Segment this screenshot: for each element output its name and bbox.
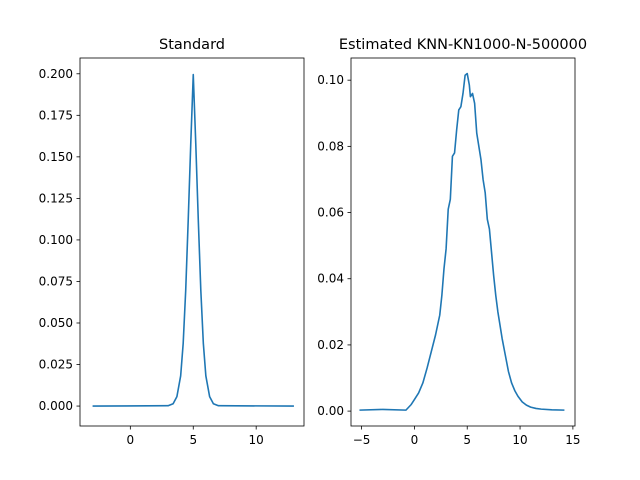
x-tick-label: 5 — [189, 433, 197, 447]
y-tick-label: 0.025 — [39, 358, 73, 372]
series-line — [92, 73, 294, 407]
y-axis: 0.00 0.02 0.04 0.06 0.08 0.10 — [317, 73, 351, 418]
y-axis: 0.000 0.025 0.050 0.075 0.100 0.125 0.150 0.175… — [39, 67, 80, 413]
y-tick-label: 0.02 — [317, 338, 344, 352]
axes-frame — [79, 57, 305, 427]
y-tick-label: 0.06 — [317, 206, 344, 220]
y-tick-label: 0.200 — [39, 67, 73, 81]
x-axis: 0 5 10 — [127, 426, 264, 447]
y-tick-label: 0.050 — [39, 316, 73, 330]
chart-title: Estimated KNN-KN1000-N-500000 — [339, 37, 587, 53]
y-tick-label: 0.04 — [317, 272, 344, 286]
series-line — [359, 72, 565, 411]
x-axis: −5 0 5 10 15 — [353, 426, 581, 447]
x-tick-label: 10 — [512, 433, 527, 447]
axes-frame — [350, 57, 576, 427]
x-tick-label: −5 — [353, 433, 371, 447]
x-tick-label: 0 — [127, 433, 135, 447]
y-tick-label: 0.075 — [39, 274, 73, 288]
chart-standard: Standard 0.0000.0250.0500.0750.1000.1250… — [39, 37, 305, 447]
y-tick-label: 0.175 — [39, 108, 73, 122]
y-tick-label: 0.10 — [317, 73, 344, 87]
y-tick-label: 0.000 — [39, 399, 73, 413]
chart-title: Standard — [159, 37, 225, 53]
y-tick-label: 0.08 — [317, 139, 344, 153]
x-tick-label: 10 — [249, 433, 264, 447]
chart-estimated: Estimated KNN-KN1000-N-500000 0.000.020.… — [317, 37, 587, 447]
x-tick-label: 0 — [411, 433, 419, 447]
y-tick-label: 0.00 — [317, 404, 344, 418]
y-tick-label: 0.150 — [39, 150, 73, 164]
y-tick-label: 0.100 — [39, 233, 73, 247]
x-tick-label: 5 — [463, 433, 471, 447]
y-tick-label: 0.125 — [39, 191, 73, 205]
x-tick-label: 15 — [565, 433, 580, 447]
